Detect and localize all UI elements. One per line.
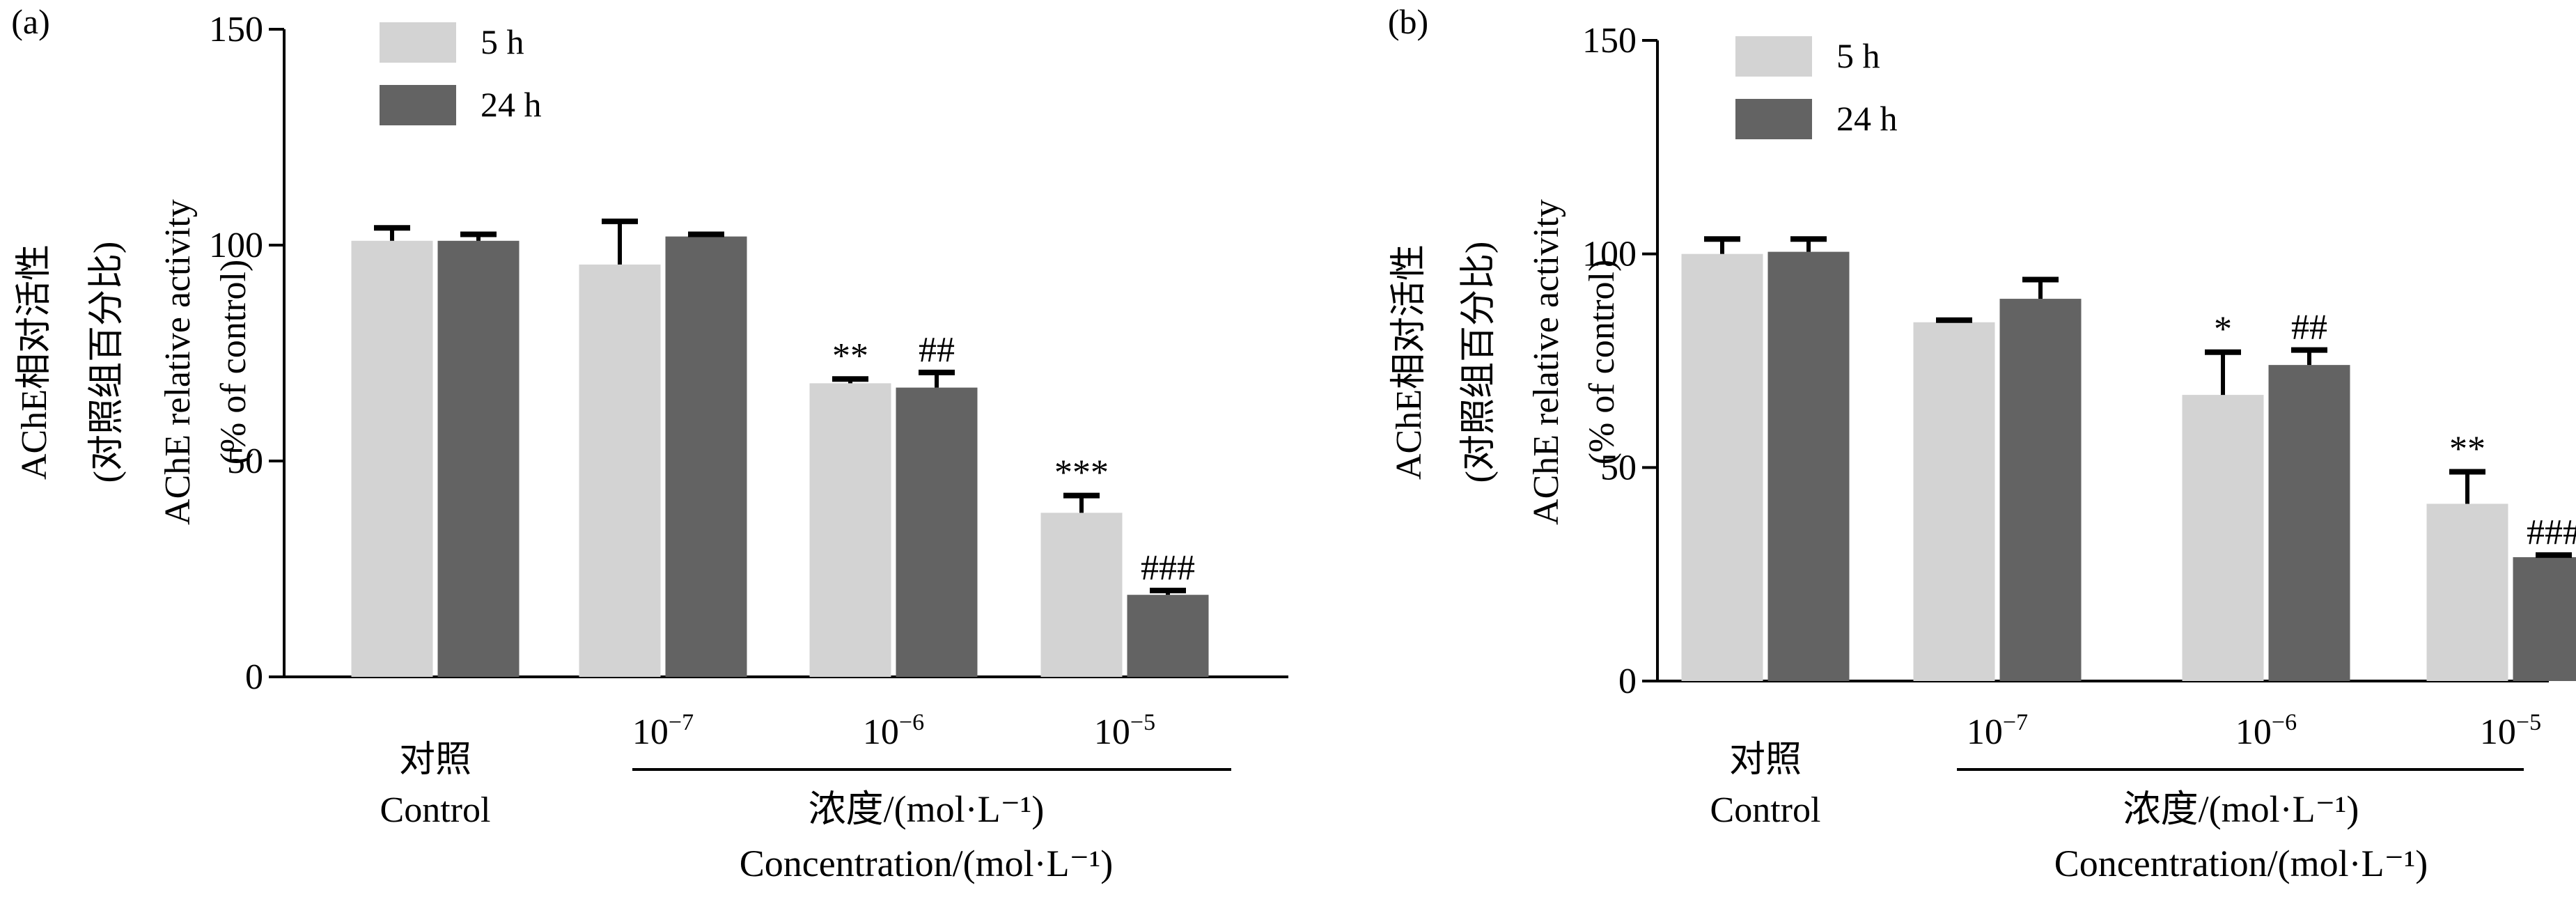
y-axis-label-line: AChE相对活性 — [15, 244, 54, 480]
y-tick-label: 100 — [209, 226, 263, 265]
category-base: 10 — [632, 712, 669, 752]
category-label-cn: 对照 — [1729, 740, 1802, 780]
bar — [1127, 595, 1209, 677]
panel-label: (a) — [11, 2, 50, 41]
y-axis-label-line: (对照组百分比) — [87, 242, 127, 483]
bar — [666, 237, 747, 677]
x-axis-label-line: 浓度/(mol·L⁻¹) — [809, 788, 1045, 830]
category-exponent: −6 — [899, 710, 924, 735]
x-axis-label-line: Concentration/(mol·L⁻¹) — [2054, 843, 2428, 884]
legend-swatch — [1735, 99, 1812, 139]
bar — [1914, 322, 1995, 681]
y-tick-label: 0 — [1618, 662, 1637, 701]
category-exponent: −6 — [2272, 710, 2297, 735]
y-axis-label-line: (% of control) — [1582, 260, 1622, 465]
y-tick-label: 0 — [245, 657, 263, 697]
category-label: 10−6 — [863, 710, 924, 752]
significance-mark: ## — [919, 330, 955, 370]
significance-mark: * — [2214, 310, 2232, 350]
category-label: Control — [1710, 790, 1821, 830]
bar — [896, 388, 978, 677]
bar — [579, 265, 661, 677]
y-tick-label: 150 — [1582, 21, 1637, 61]
category-exponent: −7 — [669, 710, 694, 735]
bar — [2427, 503, 2508, 681]
y-tick-label: 150 — [209, 10, 263, 49]
category-exponent: −5 — [1130, 710, 1155, 735]
significance-mark: ## — [2291, 308, 2327, 347]
bar — [1682, 254, 1763, 681]
x-axis-label-line: Concentration/(mol·L⁻¹) — [740, 843, 1114, 884]
bar — [2183, 395, 2264, 681]
y-axis-label-line: (% of control) — [214, 260, 253, 465]
significance-mark: ### — [1141, 548, 1195, 588]
legend-swatch — [380, 22, 456, 63]
legend-swatch — [1735, 36, 1812, 77]
y-axis-label-line: AChE relative activity — [1527, 199, 1566, 525]
bar — [810, 383, 891, 677]
significance-mark: *** — [1054, 453, 1109, 493]
panel-label: (b) — [1388, 2, 1428, 41]
category-base: 10 — [1094, 712, 1130, 752]
y-axis-label-line: AChE相对活性 — [1389, 244, 1429, 480]
bar — [1041, 513, 1123, 677]
category-label: 10−7 — [632, 710, 694, 752]
significance-mark: ** — [2449, 429, 2485, 469]
significance-mark: ### — [2527, 513, 2576, 552]
category-base: 10 — [2480, 712, 2516, 752]
category-label: 10−6 — [2235, 710, 2297, 752]
x-axis-label-line: 浓度/(mol·L⁻¹) — [2123, 788, 2359, 830]
significance-mark: ** — [832, 336, 868, 376]
legend-label: 5 h — [481, 22, 524, 61]
category-base: 10 — [863, 712, 899, 752]
bar — [1768, 252, 1850, 681]
category-base: 10 — [1967, 712, 2003, 752]
category-label: 10−5 — [1094, 710, 1155, 752]
legend-label: 5 h — [1836, 36, 1880, 75]
legend-swatch — [380, 85, 456, 125]
bar — [2000, 299, 2082, 681]
bar — [438, 241, 520, 677]
y-axis-label-line: AChE relative activity — [158, 199, 198, 525]
bar — [2513, 557, 2576, 681]
bar — [352, 241, 433, 677]
category-base: 10 — [2235, 712, 2272, 752]
category-label-cn: 对照 — [399, 740, 471, 780]
bar — [2269, 365, 2350, 681]
y-axis-label-line: (对照组百分比) — [1459, 242, 1499, 483]
category-exponent: −7 — [2003, 710, 2028, 735]
legend-label: 24 h — [481, 85, 542, 124]
category-label: 10−7 — [1967, 710, 2028, 752]
category-label: Control — [380, 790, 491, 830]
category-exponent: −5 — [2516, 710, 2541, 735]
legend-label: 24 h — [1836, 99, 1898, 138]
category-label: 10−5 — [2480, 710, 2541, 752]
